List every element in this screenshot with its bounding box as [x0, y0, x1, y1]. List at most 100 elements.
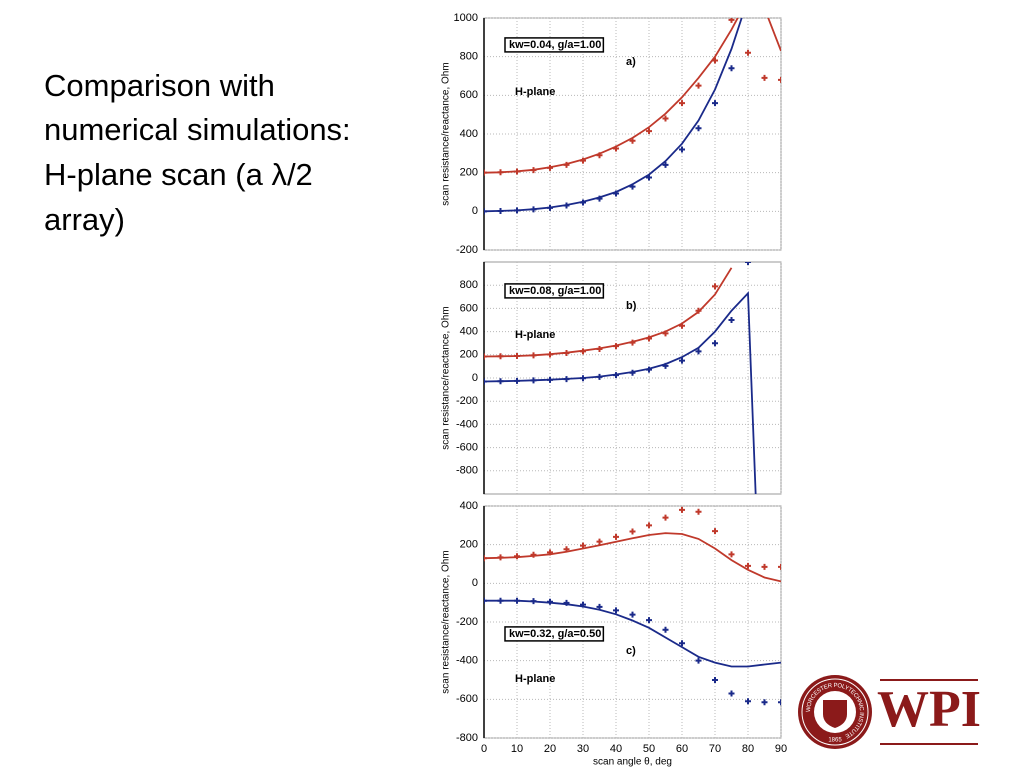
series-marker: [514, 553, 520, 560]
series-marker: [484, 597, 487, 604]
series-marker: [497, 378, 504, 385]
series-marker: [629, 369, 636, 376]
series-marker: [497, 353, 504, 360]
series-marker: [695, 348, 702, 355]
series-marker: [613, 145, 619, 152]
plot-marks: [484, 262, 757, 494]
annotation: c): [626, 645, 636, 657]
series-marker: [646, 335, 652, 342]
seal-shield: [823, 700, 847, 728]
series-marker: [745, 698, 751, 705]
series-marker: [563, 546, 570, 553]
series-marker: [712, 677, 718, 683]
x-tick-label: 40: [610, 743, 622, 755]
series-marker: [547, 376, 553, 383]
series-marker: [679, 357, 685, 364]
y-tick-label: 1000: [454, 12, 478, 24]
series-marker: [728, 18, 735, 23]
series-marker: [613, 533, 619, 540]
x-tick-label: 10: [511, 743, 523, 755]
series-marker: [484, 353, 487, 360]
series-marker: [514, 207, 520, 214]
series-marker: [778, 76, 781, 83]
series-line: [484, 267, 733, 358]
y-axis-title: scan resistance/reactance, Ohm: [441, 306, 452, 449]
series-marker: [695, 508, 702, 515]
annotation: kw=0.32, g/a=0.50: [509, 628, 601, 640]
series-marker: [497, 554, 504, 561]
series-marker: [712, 340, 718, 347]
x-tick-label: 60: [676, 743, 688, 755]
y-axis-title: scan resistance/reactance, Ohm: [441, 550, 452, 693]
annotation: a): [626, 56, 636, 68]
series-marker: [514, 597, 520, 604]
plot-area: [483, 505, 782, 739]
series-marker: [695, 82, 702, 89]
series-marker: [745, 49, 751, 56]
annotation: kw=0.04, g/a=1.00: [509, 39, 601, 51]
series-marker: [514, 352, 520, 359]
x-tick-label: 50: [643, 743, 655, 755]
series-marker: [547, 351, 553, 358]
y-tick-label: 200: [460, 539, 478, 551]
annotation-box: [504, 37, 605, 53]
series-marker: [514, 168, 520, 175]
series-marker: [613, 190, 619, 197]
series-marker: [580, 375, 586, 382]
series-marker: [761, 699, 768, 706]
seal-ring: [801, 678, 869, 746]
series-marker: [695, 657, 702, 664]
slide-text: numerical simulations:: [44, 112, 351, 147]
series-marker: [712, 57, 718, 64]
annotation-box: [504, 626, 605, 642]
y-tick-label: -200: [456, 244, 478, 256]
series-marker: [497, 169, 504, 176]
series-marker: [596, 346, 603, 352]
series-marker: [484, 208, 487, 215]
chart-panel: -800 -600 -400 -200 0 200 400 0 10 20 30 40 50 60 70 80…: [441, 500, 787, 768]
chart-panel: -800 -600 -400 -200 0 200 400 600 800 scan resist…: [441, 261, 782, 495]
series-marker: [596, 152, 603, 159]
x-tick-label: 20: [544, 743, 556, 755]
series-marker: [596, 195, 603, 202]
y-tick-label: 600: [460, 302, 478, 314]
series-marker: [497, 597, 504, 604]
y-tick-label: 0: [472, 372, 478, 384]
y-tick-label: 400: [460, 128, 478, 140]
series-marker: [547, 204, 553, 211]
series-marker: [547, 549, 553, 556]
series-marker: [497, 207, 504, 214]
y-tick-label: -200: [456, 395, 478, 407]
series-marker: [761, 74, 768, 81]
series-marker: [646, 366, 652, 373]
series-marker: [662, 514, 669, 521]
y-tick-label: 200: [460, 349, 478, 361]
slide-text: H-plane scan (a λ/2: [44, 157, 313, 192]
y-tick-label: 200: [460, 167, 478, 179]
series-marker: [484, 169, 487, 176]
x-axis-title: scan angle θ, deg: [593, 757, 672, 768]
x-tick-label: 70: [709, 743, 721, 755]
series-marker: [728, 551, 735, 558]
x-tick-label: 0: [481, 743, 487, 755]
series-marker: [580, 157, 586, 164]
series-marker: [629, 137, 636, 144]
y-tick-label: -400: [456, 655, 478, 667]
series-marker: [679, 322, 685, 329]
series-marker: [712, 100, 718, 107]
series-marker: [629, 183, 636, 190]
series-marker: [679, 100, 685, 107]
series-marker: [596, 538, 603, 545]
series-marker: [662, 161, 669, 168]
plot-marks: [484, 506, 781, 706]
y-tick-label: 0: [472, 577, 478, 589]
series-marker: [679, 146, 685, 153]
annotation-box: [504, 283, 605, 299]
series-marker: [745, 262, 751, 265]
series-marker: [580, 542, 586, 549]
series-marker: [563, 599, 570, 606]
series-marker: [563, 376, 570, 383]
series-marker: [580, 601, 586, 608]
series-marker: [530, 352, 537, 359]
series-marker: [646, 128, 652, 135]
